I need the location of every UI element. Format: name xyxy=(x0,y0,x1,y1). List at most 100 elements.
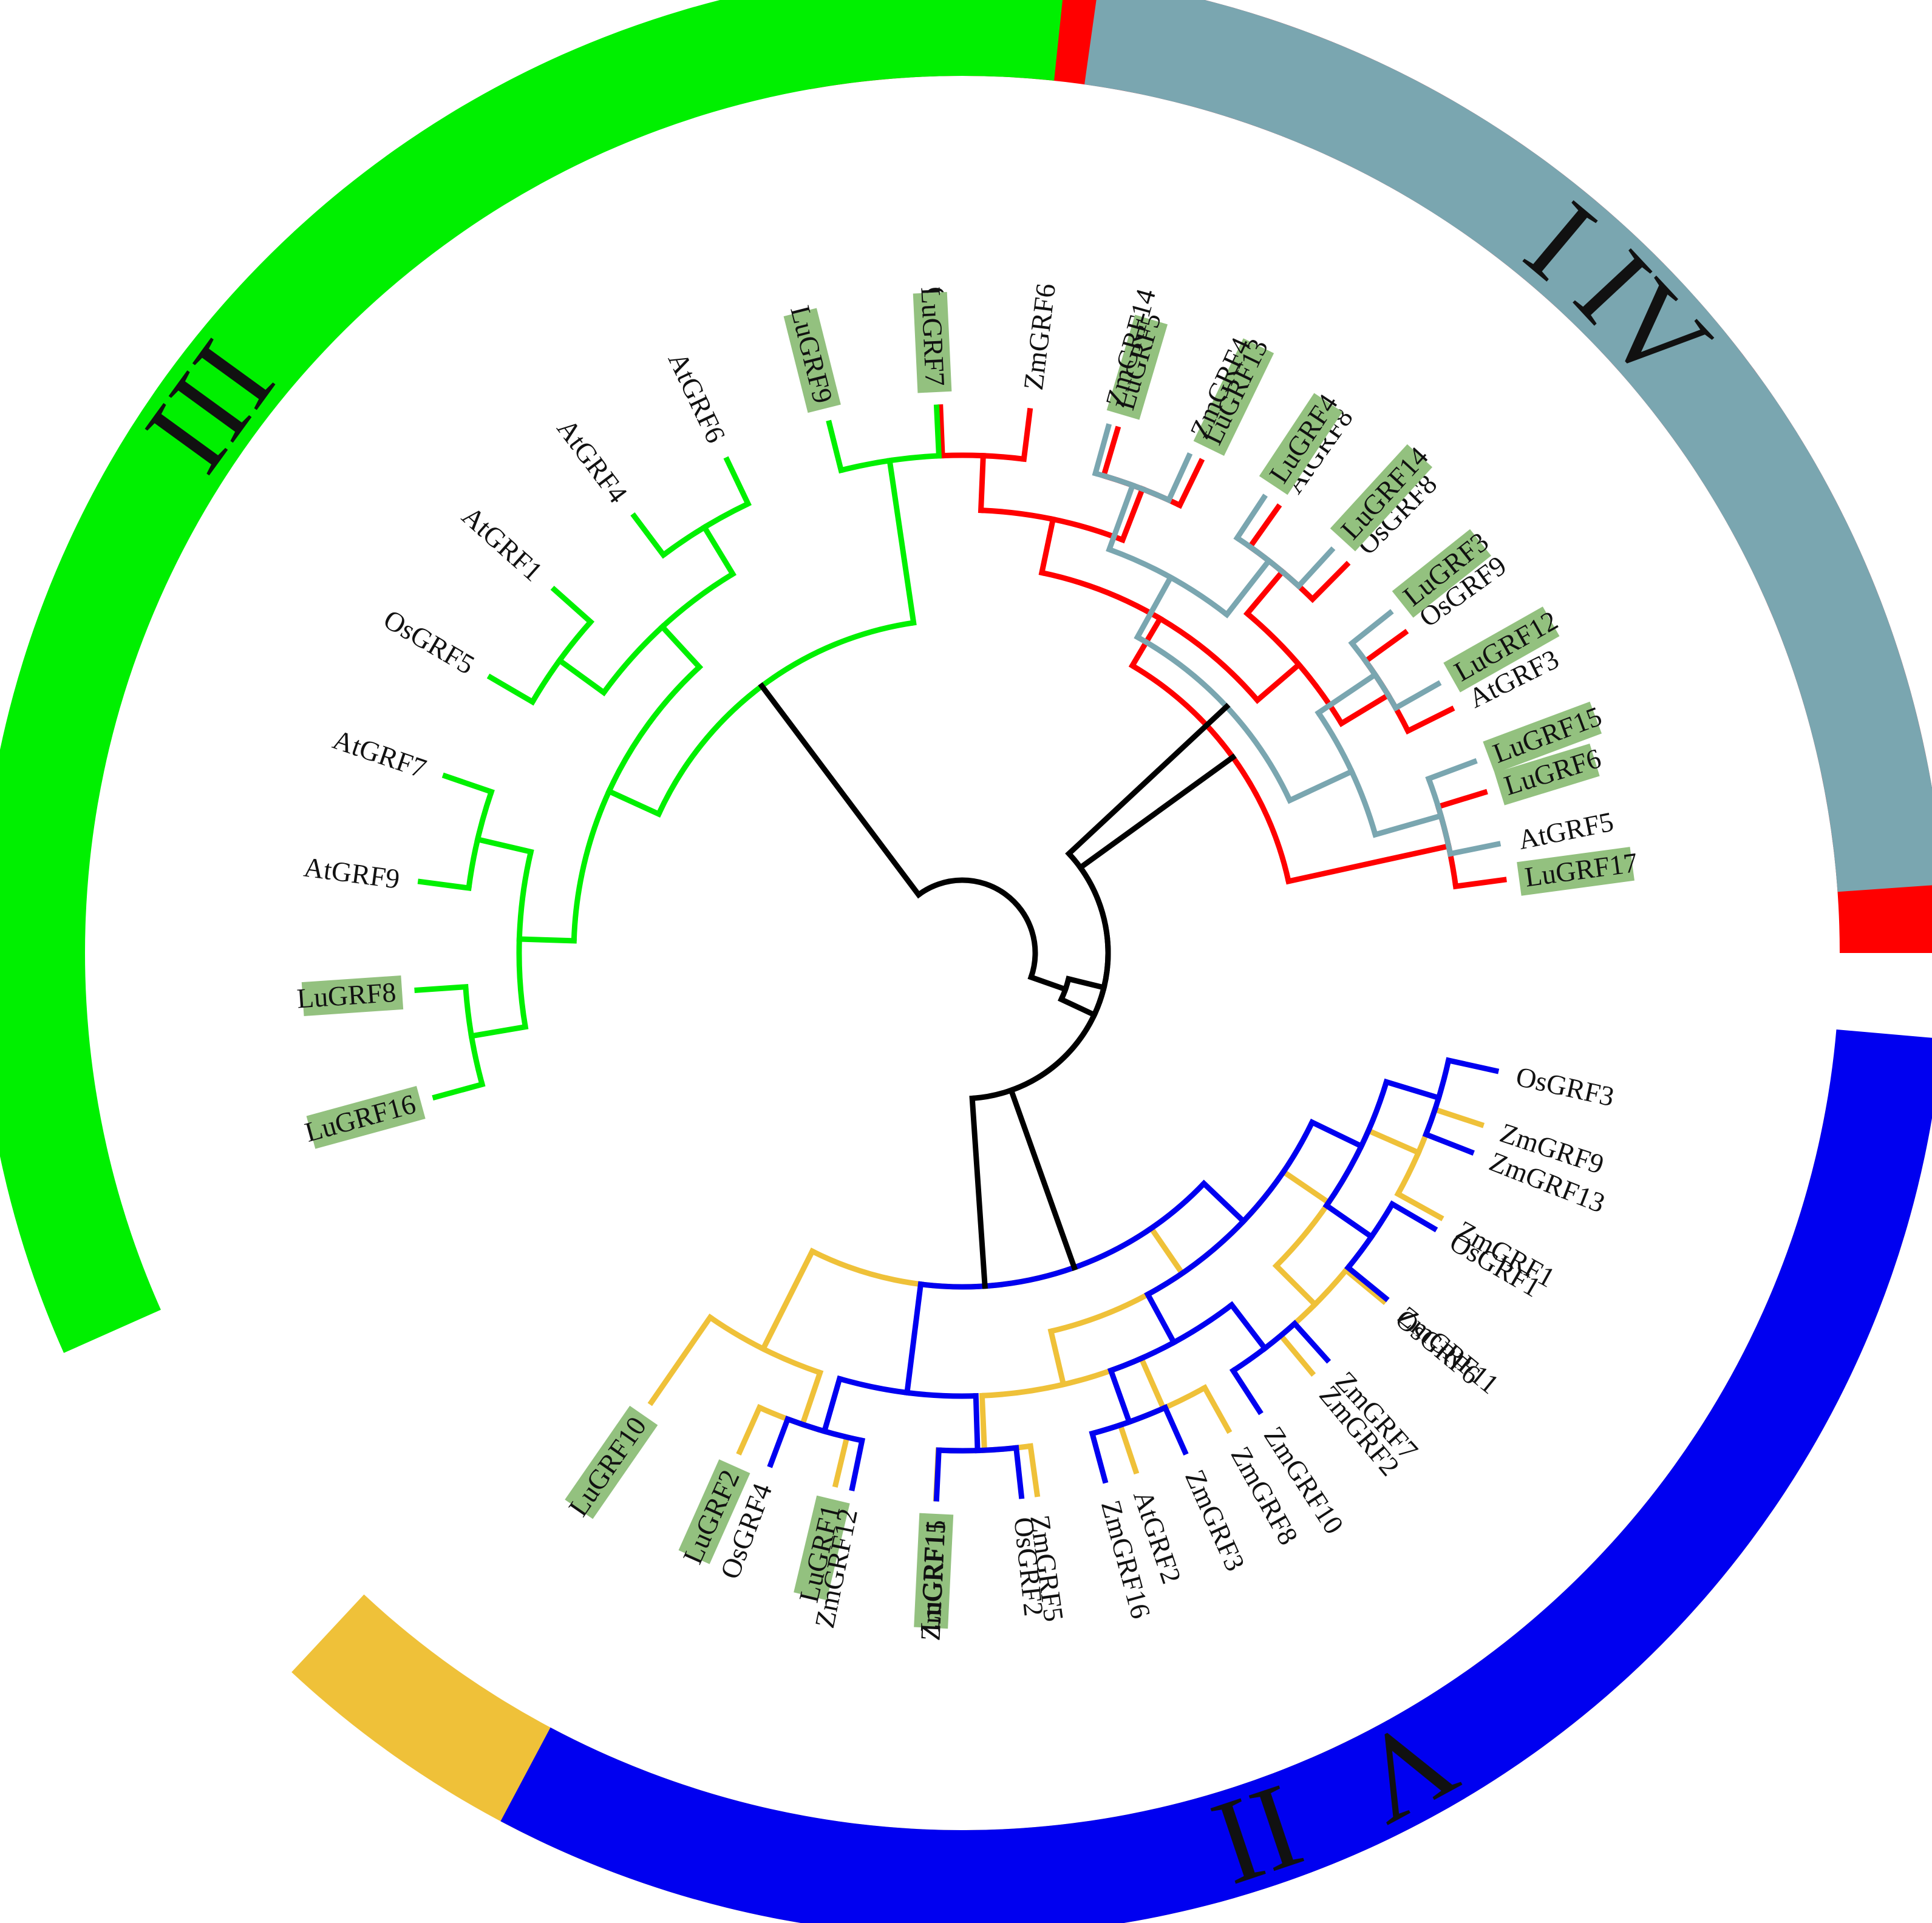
branch xyxy=(1137,1354,1168,1413)
branch xyxy=(516,936,577,944)
backbone-arc xyxy=(917,877,1038,978)
branch xyxy=(1277,1331,1316,1377)
flax-highlight xyxy=(914,1513,954,1629)
branch xyxy=(550,585,595,626)
leaf-lugrf9: LuGRF9 xyxy=(783,302,841,413)
branch xyxy=(417,878,472,892)
branch xyxy=(1013,1445,1025,1499)
branch xyxy=(1201,1384,1233,1434)
backbone-branch xyxy=(1065,702,1231,858)
branch xyxy=(1422,1131,1475,1156)
branch xyxy=(1229,1366,1264,1416)
flax-highlight xyxy=(306,1086,426,1149)
leaf-label: OsGRF3 xyxy=(1513,1060,1617,1112)
flax-highlight xyxy=(783,308,841,413)
branch xyxy=(973,1393,981,1454)
leaf-label: LuGRF7 xyxy=(915,286,951,387)
flax-highlight xyxy=(1494,743,1600,805)
branch xyxy=(658,623,704,671)
branch xyxy=(1117,1421,1140,1475)
backbone-branch xyxy=(1065,975,1107,991)
branch xyxy=(933,404,942,459)
clade-ring-iii xyxy=(0,0,1063,1353)
branch xyxy=(1285,843,1452,885)
branch xyxy=(1388,1200,1438,1233)
branch xyxy=(1392,680,1442,712)
branch xyxy=(1223,557,1273,619)
branch xyxy=(1431,1106,1485,1128)
leaf-atgrf5: AtGRF5 xyxy=(1515,805,1616,855)
leaf-atgrf1: AtGRF1 xyxy=(456,500,548,588)
branch xyxy=(1134,574,1175,641)
branch xyxy=(1119,485,1146,544)
branch xyxy=(1106,481,1137,553)
branch xyxy=(1361,628,1409,665)
branch xyxy=(937,404,945,459)
leaf-atgrf9: AtGRF9 xyxy=(302,851,401,894)
backbone-branch xyxy=(969,1095,988,1289)
leaf-label: ZmGRF6 xyxy=(1018,282,1061,392)
flax-highlight xyxy=(1106,314,1168,420)
branch xyxy=(1425,758,1478,782)
branch xyxy=(1364,1127,1423,1156)
branch xyxy=(821,1375,843,1435)
branch xyxy=(1286,768,1356,804)
flax-highlight xyxy=(794,1495,850,1601)
leaf-label: AtGRF1 xyxy=(456,500,548,588)
flax-highlight xyxy=(1259,393,1343,495)
branch xyxy=(832,1434,851,1488)
leaf-label: LuGRF11 xyxy=(914,1519,951,1633)
branch xyxy=(441,772,495,796)
branch xyxy=(1038,516,1056,576)
branch xyxy=(903,1281,924,1396)
branch xyxy=(933,1447,942,1502)
backbone-branch xyxy=(1077,753,1237,872)
branch xyxy=(486,673,537,706)
branch xyxy=(1243,568,1287,618)
leaf-label: LuGRF16 xyxy=(302,1088,419,1148)
leaf-label: AtGRF4 xyxy=(551,413,634,509)
branch xyxy=(701,523,737,578)
branch xyxy=(1279,1168,1333,1207)
branch xyxy=(767,1416,792,1468)
flax-highlight xyxy=(1443,606,1560,693)
branch xyxy=(1089,1430,1109,1484)
leaf-labels: OsGRF7ZmGRF6LuGRF5LuGRF13AtGRF8OsGRF8OsG… xyxy=(296,282,1639,1641)
branch xyxy=(1404,705,1455,735)
leaf-lugrf10: LuGRF10 xyxy=(562,1405,658,1522)
flax-highlight xyxy=(1517,847,1634,896)
branch xyxy=(605,787,662,818)
branch xyxy=(1383,1078,1443,1102)
branch xyxy=(799,1369,824,1428)
leaf-zmgrf6: ZmGRF6 xyxy=(1018,282,1061,392)
branch xyxy=(1445,1057,1500,1074)
branch xyxy=(468,1023,529,1039)
branch xyxy=(759,1247,816,1353)
branch xyxy=(1027,1443,1041,1497)
leaf-atgrf6: AtGRF6 xyxy=(662,347,732,447)
leaf-label: LuGRF9 xyxy=(784,302,838,406)
backbone-branch xyxy=(1027,974,1069,993)
branch xyxy=(1107,1367,1133,1426)
branch xyxy=(886,457,917,626)
leaf-osgrf5: OsGRF5 xyxy=(378,603,480,680)
leaf-lugrf11: LuGRF11 xyxy=(914,1513,954,1633)
branch xyxy=(1308,560,1351,603)
clade-ring-iv xyxy=(1084,0,1932,892)
branch xyxy=(1228,1301,1269,1352)
branch xyxy=(1092,423,1112,477)
leaf-label: LuGRF10 xyxy=(562,1411,652,1522)
leaf-lugrf17: LuGRF17 xyxy=(1517,847,1639,896)
branch xyxy=(849,1437,866,1491)
branch xyxy=(647,1314,714,1406)
branch xyxy=(1246,503,1282,551)
branch xyxy=(556,656,608,697)
branch xyxy=(1294,546,1336,590)
branch xyxy=(1144,1290,1178,1346)
leaf-atgrf7: AtGRF7 xyxy=(329,724,430,784)
branch xyxy=(723,456,752,507)
flax-highlight xyxy=(913,291,952,393)
leaf-label: OsGRF5 xyxy=(378,603,480,680)
leaf-lugrf16: LuGRF16 xyxy=(302,1086,426,1149)
branch xyxy=(1291,1320,1332,1364)
